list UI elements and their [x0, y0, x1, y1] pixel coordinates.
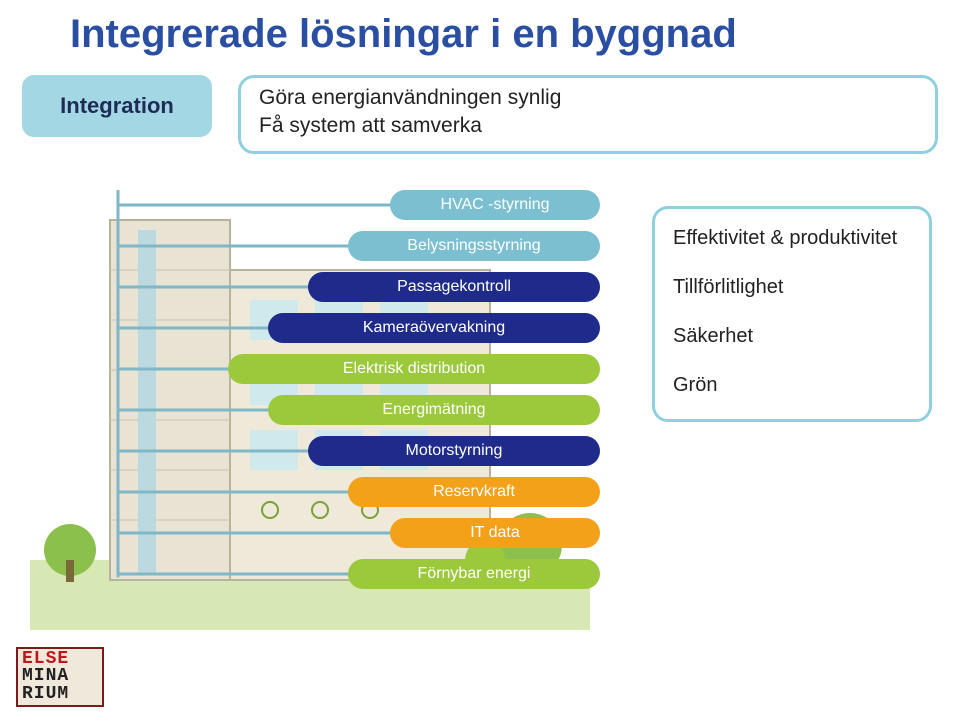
goal-line-1: Göra energianvändningen synlig [259, 84, 917, 112]
system-pill-1: Belysningsstyrning [348, 231, 600, 261]
logo-elseminarium: ELSE MINA RIUM [16, 647, 104, 707]
benefits-box: Effektivitet & produktivitet Tillförlitli… [652, 206, 932, 422]
pill-stack: HVAC -styrning Belysningsstyrning Passagek… [170, 190, 600, 589]
diagram-area: HVAC -styrning Belysningsstyrning Passagek… [0, 190, 960, 650]
system-pill-4: Elektrisk distribution [228, 354, 600, 384]
system-pill-6: Motorstyrning [308, 436, 600, 466]
benefit-2: Säkerhet [673, 325, 911, 348]
top-row: Integration Göra energianvändningen synl… [0, 75, 960, 154]
system-pill-3: Kameraövervakning [268, 313, 600, 343]
system-pill-2: Passagekontroll [308, 272, 600, 302]
benefit-0: Effektivitet & produktivitet [673, 227, 911, 250]
system-pill-7: Reservkraft [348, 477, 600, 507]
benefit-1: Tillförlitlighet [673, 276, 911, 299]
integration-pill: Integration [22, 75, 212, 137]
system-pill-9: Förnybar energi [348, 559, 600, 589]
goal-box: Göra energianvändningen synlig Få system… [238, 75, 938, 154]
benefit-3: Grön [673, 374, 911, 397]
goal-line-2: Få system att samverka [259, 112, 917, 140]
system-pill-8: IT data [390, 518, 600, 548]
system-pill-0: HVAC -styrning [390, 190, 600, 220]
page-title: Integrerade lösningar i en byggnad [0, 0, 960, 75]
logo-line-3: RIUM [22, 686, 102, 703]
logo-line-2: MINA [22, 668, 102, 685]
system-pill-5: Energimätning [268, 395, 600, 425]
